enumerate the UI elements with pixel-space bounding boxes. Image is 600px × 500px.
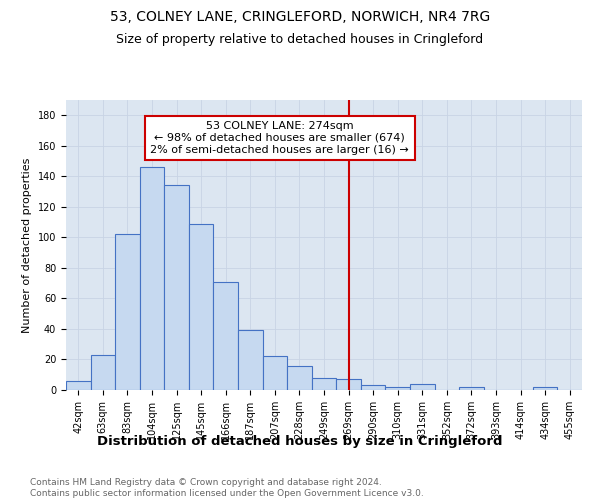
Bar bbox=[312, 378, 336, 390]
Text: 53, COLNEY LANE, CRINGLEFORD, NORWICH, NR4 7RG: 53, COLNEY LANE, CRINGLEFORD, NORWICH, N… bbox=[110, 10, 490, 24]
Y-axis label: Number of detached properties: Number of detached properties bbox=[22, 158, 32, 332]
Bar bbox=[189, 224, 214, 390]
Text: Distribution of detached houses by size in Cringleford: Distribution of detached houses by size … bbox=[97, 435, 503, 448]
Bar bbox=[287, 366, 312, 390]
Bar bbox=[140, 167, 164, 390]
Bar bbox=[115, 234, 140, 390]
Bar bbox=[385, 387, 410, 390]
Text: Size of property relative to detached houses in Cringleford: Size of property relative to detached ho… bbox=[116, 32, 484, 46]
Bar bbox=[263, 356, 287, 390]
Text: Contains HM Land Registry data © Crown copyright and database right 2024.
Contai: Contains HM Land Registry data © Crown c… bbox=[30, 478, 424, 498]
Bar bbox=[214, 282, 238, 390]
Bar bbox=[164, 186, 189, 390]
Bar bbox=[336, 380, 361, 390]
Bar bbox=[66, 381, 91, 390]
Bar bbox=[533, 387, 557, 390]
Bar bbox=[361, 386, 385, 390]
Bar bbox=[459, 387, 484, 390]
Text: 53 COLNEY LANE: 274sqm
← 98% of detached houses are smaller (674)
2% of semi-det: 53 COLNEY LANE: 274sqm ← 98% of detached… bbox=[151, 122, 409, 154]
Bar bbox=[238, 330, 263, 390]
Bar bbox=[410, 384, 434, 390]
Bar bbox=[91, 355, 115, 390]
